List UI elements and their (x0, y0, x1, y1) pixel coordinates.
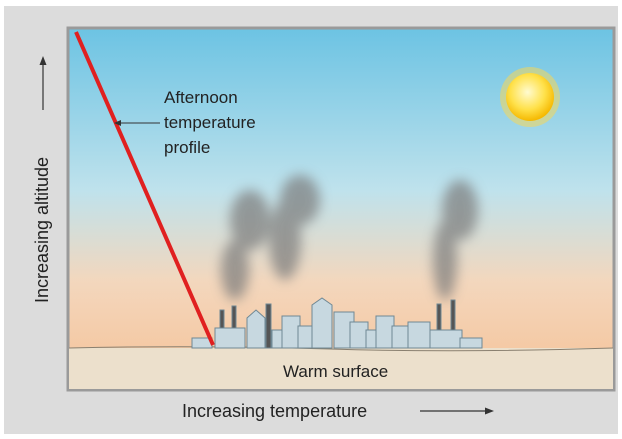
x-axis-arrow (420, 407, 494, 415)
smoke (221, 175, 478, 300)
temperature-profile (74, 31, 215, 346)
sun (500, 67, 560, 127)
y-axis-label: Increasing altitude (32, 157, 52, 303)
profile-label: temperature (164, 113, 256, 132)
city (191, 297, 483, 349)
profile-label: Afternoon (164, 88, 238, 107)
ground (69, 348, 613, 389)
profile-label: profile (164, 138, 210, 157)
x-axis-label: Increasing temperature (182, 401, 367, 421)
y-axis-arrow (39, 56, 47, 110)
surface-label: Warm surface (283, 362, 388, 381)
profile-pointer (114, 120, 160, 126)
surface-line (68, 346, 614, 352)
